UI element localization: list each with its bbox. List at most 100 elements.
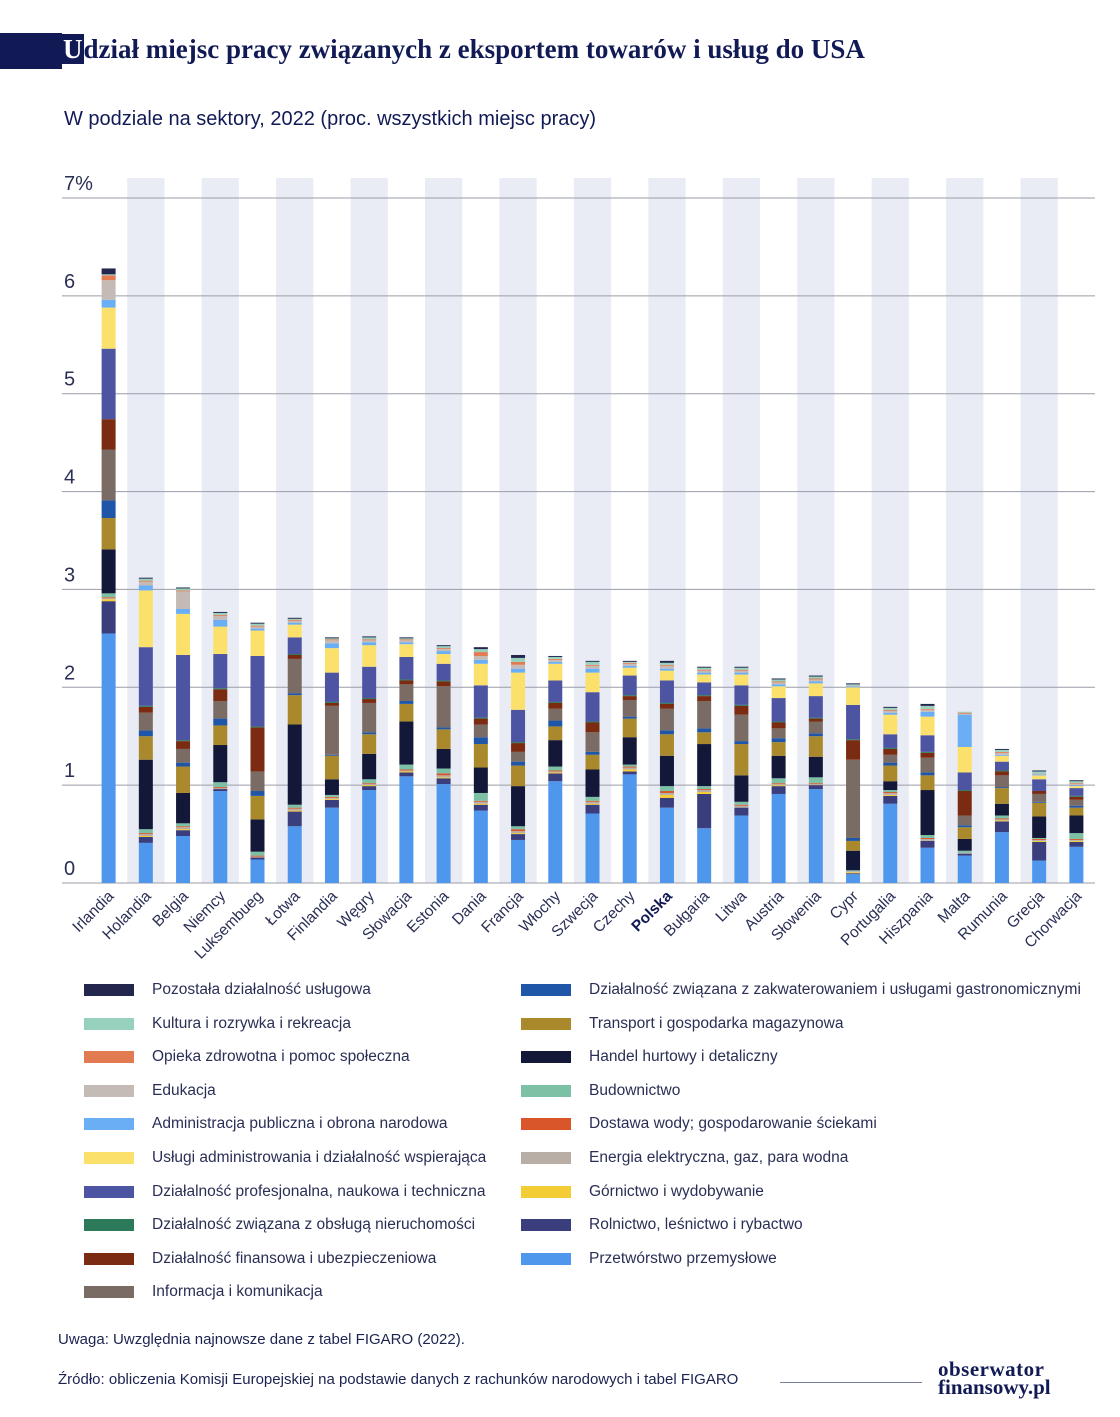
bar-segment bbox=[622, 764, 637, 767]
bar-segment bbox=[287, 810, 302, 812]
bar-segment bbox=[771, 755, 786, 779]
bar-segment bbox=[994, 748, 1009, 750]
bar-segment bbox=[101, 275, 116, 281]
bar-segment bbox=[1032, 860, 1047, 883]
bar-segment bbox=[1069, 807, 1084, 816]
bar-segment bbox=[399, 703, 414, 722]
bar-segment bbox=[362, 636, 377, 638]
bar-segment bbox=[846, 683, 861, 685]
bar-segment bbox=[697, 672, 712, 675]
bar-segment bbox=[883, 754, 898, 763]
bar-segment bbox=[324, 639, 339, 641]
bar-segment bbox=[287, 807, 302, 809]
bar-segment bbox=[138, 836, 153, 838]
bar-segment bbox=[920, 838, 935, 841]
bar-segment bbox=[362, 732, 377, 735]
bar-segment bbox=[213, 789, 228, 792]
bar-segment bbox=[213, 700, 228, 719]
bar-segment bbox=[1069, 786, 1084, 789]
legend-item: Rolnictwo, leśnictwo i rybactwo bbox=[521, 1215, 803, 1235]
bar-segment bbox=[473, 810, 488, 883]
bar-segment bbox=[101, 299, 116, 308]
bar-segment bbox=[101, 593, 116, 598]
bar-segment bbox=[920, 835, 935, 838]
bar-segment bbox=[436, 784, 451, 883]
bar-segment bbox=[994, 754, 1009, 756]
bar-segment bbox=[659, 662, 674, 665]
bar-segment bbox=[883, 794, 898, 796]
title-accent-bar bbox=[0, 33, 62, 69]
bar-segment bbox=[697, 696, 712, 701]
bar-segment bbox=[287, 693, 302, 696]
bar-segment bbox=[548, 773, 563, 782]
bar-segment bbox=[324, 798, 339, 800]
bar-segment bbox=[883, 710, 898, 713]
bar-segment bbox=[138, 837, 153, 843]
logo-line-2: finansowy.pl bbox=[938, 1375, 1051, 1399]
legend-swatch bbox=[521, 1051, 571, 1064]
bar-segment bbox=[399, 679, 414, 681]
bar-segment bbox=[1032, 840, 1047, 842]
bar-segment bbox=[808, 681, 823, 684]
bar-segment bbox=[1069, 785, 1084, 787]
bar-segment bbox=[883, 714, 898, 735]
bar-segment bbox=[436, 686, 451, 728]
bar-segment bbox=[771, 682, 786, 685]
legend-label: Handel hurtowy i detaliczny bbox=[589, 1048, 778, 1066]
bar-segment bbox=[585, 661, 600, 665]
bar-segment bbox=[176, 827, 191, 830]
bar-segment bbox=[585, 796, 600, 801]
bar-segment bbox=[548, 740, 563, 767]
bar-segment bbox=[213, 745, 228, 783]
bar-segment bbox=[176, 836, 191, 883]
bar-segment bbox=[138, 833, 153, 835]
bar-segment bbox=[920, 790, 935, 836]
bar-segment bbox=[436, 680, 451, 682]
bar-segment bbox=[994, 821, 1009, 833]
bar-segment bbox=[362, 786, 377, 791]
bar-segment bbox=[883, 791, 898, 793]
legend-swatch bbox=[521, 1118, 571, 1131]
bar-segment bbox=[734, 666, 749, 668]
bar-segment bbox=[808, 675, 823, 677]
bar-segment bbox=[324, 640, 339, 644]
bar-segment bbox=[176, 766, 191, 793]
bar-segment bbox=[399, 772, 414, 777]
bar-segment bbox=[920, 711, 935, 717]
bar-segment bbox=[808, 721, 823, 734]
title-first-letter: U bbox=[62, 34, 84, 64]
bar-segment bbox=[622, 660, 637, 662]
bar-segment bbox=[324, 672, 339, 702]
legend-item: Energia elektryczna, gaz, para wodna bbox=[521, 1148, 848, 1168]
bar-segment bbox=[399, 642, 414, 645]
bar-segment bbox=[697, 674, 712, 683]
bar-segment bbox=[548, 661, 563, 664]
bar-segment bbox=[1069, 783, 1084, 785]
bar-segment bbox=[436, 648, 451, 650]
bar-segment bbox=[622, 769, 637, 772]
bar-segment bbox=[771, 785, 786, 787]
bar-segment bbox=[771, 722, 786, 729]
bar-segment bbox=[585, 722, 600, 733]
bar-segment bbox=[622, 716, 637, 719]
bar-segment bbox=[994, 761, 1009, 771]
bar-segment bbox=[548, 701, 563, 703]
bar-segment bbox=[473, 744, 488, 768]
bar-segment bbox=[324, 796, 339, 798]
bar-segment bbox=[994, 770, 1009, 772]
bar-segment bbox=[734, 714, 749, 742]
bar-segment bbox=[622, 718, 637, 738]
bar-segment bbox=[697, 732, 712, 745]
bar-segment bbox=[808, 678, 823, 680]
bar-segment bbox=[176, 613, 191, 655]
bar-segment bbox=[511, 742, 526, 744]
bar-segment bbox=[324, 797, 339, 799]
bar-segment bbox=[697, 793, 712, 829]
legend-label: Działalność finansowa i ubezpieczeniowa bbox=[152, 1249, 437, 1267]
bar-segment bbox=[1032, 793, 1047, 802]
bar-segment bbox=[846, 687, 861, 705]
bar-segment bbox=[176, 823, 191, 827]
bar-segment bbox=[101, 449, 116, 501]
bar-segment bbox=[957, 714, 972, 747]
chart-title: Udział miejsc pracy związanych z eksport… bbox=[62, 34, 865, 65]
